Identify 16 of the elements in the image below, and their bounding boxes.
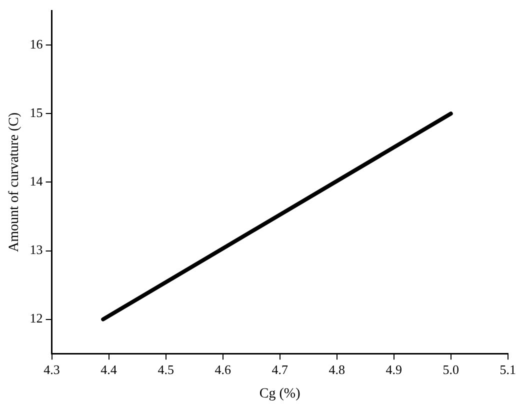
x-tick-label: 4.7	[272, 362, 288, 377]
x-tick-label: 5.1	[500, 362, 516, 377]
x-tick-label: 4.5	[158, 362, 174, 377]
x-tick-label: 4.8	[328, 362, 345, 377]
x-tick-label: 4.3	[44, 362, 60, 377]
x-tick-label: 5.0	[442, 362, 459, 377]
y-axis-title: Amount of curvature (C)	[7, 112, 22, 252]
y-tick-label: 16	[30, 36, 44, 52]
y-tick-label: 13	[30, 242, 43, 258]
x-tick-label: 4.9	[386, 362, 402, 377]
y-tick-label: 12	[30, 310, 43, 326]
x-tick-label: 4.6	[214, 362, 232, 377]
x-axis-title: Cg (%)	[259, 386, 301, 402]
x-tick-label: 4.4	[100, 362, 118, 377]
y-tick-label: 14	[30, 174, 44, 189]
y-tick-label: 15	[30, 105, 43, 120]
